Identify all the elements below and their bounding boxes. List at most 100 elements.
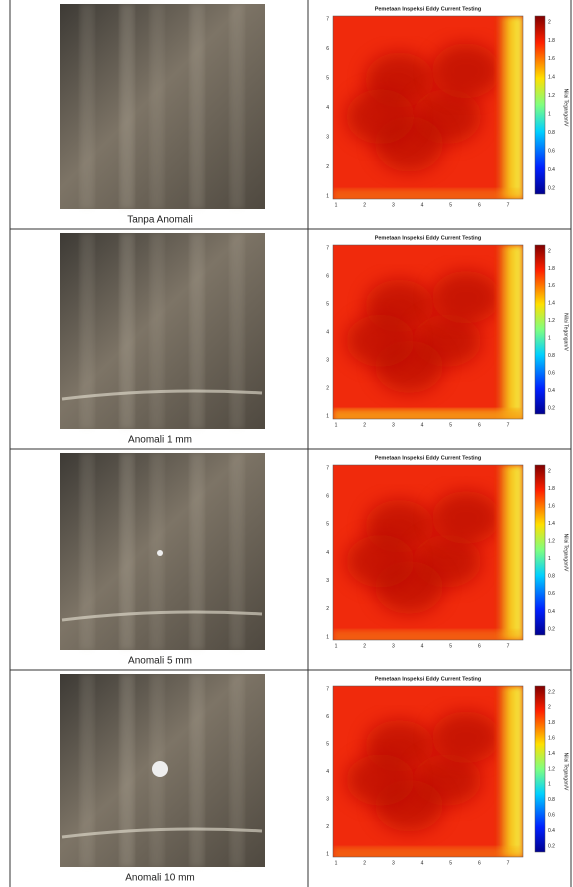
- x-tick-label: 6: [478, 202, 481, 208]
- heat-edge: [496, 686, 523, 857]
- colorbar-tick-label: 1.6: [548, 283, 555, 289]
- x-tick-label: 5: [449, 643, 452, 649]
- colorbar-tick-label: 0.6: [548, 370, 555, 376]
- colorbar: [534, 685, 546, 853]
- heat-bottom: [333, 189, 523, 199]
- colorbar-tick-label: 1.8: [548, 266, 555, 272]
- colorbar-tick-label: 0.8: [548, 353, 555, 359]
- heat-blob: [431, 271, 501, 324]
- colorbar-tick-label: 2: [548, 19, 551, 25]
- colorbar-tick-label: 1.6: [548, 503, 555, 509]
- y-tick-label: 2: [326, 824, 329, 830]
- colorbar-tick-label: 0.8: [548, 797, 555, 803]
- x-tick-label: 7: [507, 860, 510, 866]
- x-tick-label: 4: [421, 860, 424, 866]
- y-tick-label: 5: [326, 741, 329, 747]
- heat-blob: [346, 754, 415, 806]
- colorbar-tick-label: 0.2: [548, 405, 555, 411]
- colorbar-tick-label: 1.8: [548, 486, 555, 492]
- colorbar-tick-label: 0.6: [548, 813, 555, 819]
- photo-reflection: [61, 827, 263, 839]
- colorbar-tick-label: 1.2: [548, 766, 555, 772]
- y-tick-label: 3: [326, 578, 329, 584]
- y-tick-label: 5: [326, 522, 329, 528]
- heat-blob: [431, 43, 501, 99]
- y-tick-label: 3: [326, 134, 329, 140]
- colorbar-tick-label: 1.4: [548, 751, 555, 757]
- photo-streak: [230, 4, 244, 209]
- x-tick-label: 4: [421, 202, 424, 208]
- heat-edge: [496, 16, 523, 199]
- x-tick-label: 7: [507, 643, 510, 649]
- x-tick-label: 5: [449, 860, 452, 866]
- heat-frame: [332, 15, 524, 200]
- y-tick-label: 7: [326, 686, 329, 692]
- colorbar-tick-label: 0.2: [548, 626, 555, 632]
- x-tick-label: 3: [392, 422, 395, 428]
- anomaly-hole: [152, 761, 168, 777]
- x-tick-label: 4: [421, 643, 424, 649]
- colorbar-tick-label: 1.4: [548, 75, 555, 81]
- photo-streak: [190, 233, 204, 429]
- heat-bottom: [333, 630, 523, 640]
- x-tick-label: 7: [507, 422, 510, 428]
- colorbar-tick-label: 2: [548, 468, 551, 474]
- photo-streak: [120, 4, 134, 209]
- x-tick-label: 1: [335, 202, 338, 208]
- x-tick-label: 1: [335, 643, 338, 649]
- x-tick-label: 7: [507, 202, 510, 208]
- caption: Tanpa Anomali: [127, 215, 193, 226]
- x-tick-label: 2: [363, 422, 366, 428]
- colorbar-tick-label: 1.8: [548, 720, 555, 726]
- photo-streak: [230, 674, 244, 867]
- colorbar-tick-label: 1.6: [548, 56, 555, 62]
- colorbar-tick-label: 0.6: [548, 148, 555, 154]
- x-tick-label: 2: [363, 202, 366, 208]
- y-tick-label: 6: [326, 273, 329, 279]
- anomaly-hole: [157, 550, 163, 556]
- heatmap: [332, 15, 524, 200]
- y-tick-label: 4: [326, 769, 329, 775]
- heat-blob: [431, 711, 501, 763]
- colorbar-tick-label: 1.4: [548, 521, 555, 527]
- map-title: Pemetaan Inspeksi Eddy Current Testing: [375, 676, 482, 682]
- colorbar-tick-label: 1.6: [548, 736, 555, 742]
- y-tick-label: 2: [326, 164, 329, 170]
- y-tick-label: 2: [326, 385, 329, 391]
- specimen-photo: [60, 233, 265, 429]
- x-tick-label: 5: [449, 422, 452, 428]
- x-tick-label: 2: [363, 860, 366, 866]
- colorbar-tick-label: 1: [548, 556, 551, 562]
- colorbar-tick-label: 1.8: [548, 38, 555, 44]
- heat-bottom: [333, 409, 523, 419]
- y-tick-label: 4: [326, 329, 329, 335]
- colorbar-tick-label: 1.2: [548, 539, 555, 545]
- colorbar-label: Nilai Tegangan/V: [563, 313, 569, 351]
- heatmap-body: [333, 686, 523, 857]
- colorbar: [534, 15, 546, 195]
- heat-blob: [346, 314, 415, 367]
- y-tick-label: 3: [326, 357, 329, 363]
- y-tick-label: 6: [326, 46, 329, 52]
- y-tick-label: 1: [326, 851, 329, 857]
- map-title: Pemetaan Inspeksi Eddy Current Testing: [375, 6, 482, 12]
- x-tick-label: 2: [363, 643, 366, 649]
- colorbar-tick-label: 0.8: [548, 130, 555, 136]
- y-tick-label: 7: [326, 245, 329, 251]
- y-tick-label: 1: [326, 193, 329, 199]
- photo-streak: [120, 674, 134, 867]
- colorbar-tick-label: 1: [548, 782, 551, 788]
- colorbar-tick-label: 0.2: [548, 185, 555, 191]
- photo-streak: [80, 233, 94, 429]
- y-tick-label: 5: [326, 301, 329, 307]
- photo-streak: [120, 453, 134, 650]
- heat-edge: [496, 245, 523, 419]
- colorbar-tick-label: 2: [548, 705, 551, 711]
- specimen-photo: [60, 4, 265, 209]
- colorbar-tick-label: 1.2: [548, 318, 555, 324]
- x-tick-label: 1: [335, 860, 338, 866]
- x-tick-label: 3: [392, 202, 395, 208]
- colorbar-tick-label: 0.4: [548, 388, 555, 394]
- y-tick-label: 6: [326, 714, 329, 720]
- photo-streak: [150, 4, 164, 209]
